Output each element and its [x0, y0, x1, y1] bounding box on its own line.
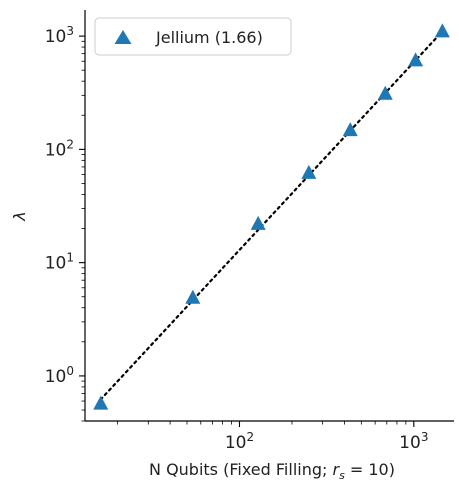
- legend-label: Jellium (1.66): [155, 28, 263, 47]
- major-ticks: 102 103 100 101 102 103: [45, 24, 429, 453]
- data-point-triangle: [377, 85, 393, 100]
- y-axis-label: λ: [10, 211, 29, 221]
- fit-line: [99, 30, 444, 401]
- y-tick-label: 101: [45, 251, 74, 274]
- data-point-triangle: [93, 395, 109, 410]
- data-markers: [93, 23, 450, 410]
- y-tick-label: 100: [45, 364, 74, 387]
- legend-triangle-marker: [114, 30, 132, 44]
- x-tick-label: 103: [399, 430, 428, 453]
- data-point-triangle: [434, 23, 450, 38]
- x-axis-label: N Qubits (Fixed Filling; rs = 10): [149, 460, 395, 480]
- data-point-triangle: [301, 164, 317, 179]
- minor-ticks: [81, 40, 407, 425]
- data-point-triangle: [342, 122, 358, 137]
- legend-box: [94, 17, 292, 56]
- y-tick-label: 102: [45, 137, 74, 160]
- plot-area: 102 103 100 101 102 103: [45, 10, 454, 453]
- data-point-triangle: [185, 289, 201, 304]
- data-point-triangle: [408, 52, 424, 67]
- legend: Jellium (1.66): [94, 17, 292, 56]
- y-tick-label: 103: [45, 24, 74, 47]
- fit-line-group: [99, 30, 444, 401]
- x-tick-label: 102: [225, 430, 254, 453]
- data-point-triangle: [250, 215, 266, 230]
